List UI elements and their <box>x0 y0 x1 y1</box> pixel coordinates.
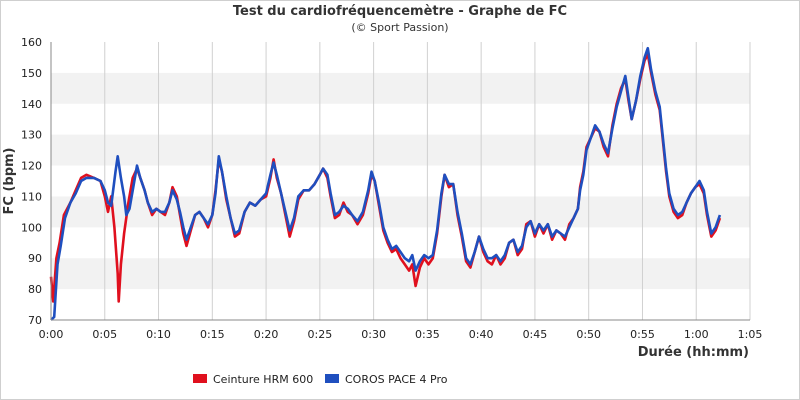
x-tick-label: 1:00 <box>684 328 709 341</box>
y-tick-label: 120 <box>21 160 42 173</box>
x-tick-label: 0:55 <box>630 328 655 341</box>
grid-band <box>51 134 750 166</box>
chart-subtitle: (© Sport Passion) <box>351 21 448 34</box>
background-bands <box>51 72 750 290</box>
y-tick-label: 140 <box>21 98 42 111</box>
y-axis-title: FC (bpm) <box>2 148 17 215</box>
legend-swatch-coros <box>325 374 339 383</box>
x-tick-label: 0:50 <box>576 328 601 341</box>
x-tick-label: 0:45 <box>523 328 548 341</box>
y-tick-label: 110 <box>21 190 42 203</box>
y-tick-label: 70 <box>28 314 42 327</box>
series-line-coros-pace-4-pro <box>50 46 722 321</box>
x-tick-label: 0:10 <box>146 328 171 341</box>
y-tick-label: 80 <box>28 283 42 296</box>
x-tick-label: 0:15 <box>200 328 225 341</box>
grid-band <box>51 258 750 290</box>
x-tick-label: 0:20 <box>254 328 279 341</box>
x-axis-title: Durée (hh:mm) <box>638 345 749 360</box>
legend-label-ceinture: Ceinture HRM 600 <box>213 373 313 386</box>
x-tick-label: 0:30 <box>361 328 386 341</box>
chart-title: Test du cardiofréquencemètre - Graphe de… <box>233 4 567 19</box>
x-tick-label: 0:00 <box>39 328 64 341</box>
series-layer <box>49 46 722 321</box>
grid-band <box>51 72 750 104</box>
x-tick-label: 1:05 <box>738 328 763 341</box>
y-tick-label: 150 <box>21 67 42 80</box>
y-tick-labels: 70 80 90 100 110 120 130 140 150 160 <box>21 36 42 327</box>
legend: Ceinture HRM 600 COROS PACE 4 Pro <box>193 373 448 386</box>
x-tick-labels: 0:00 0:05 0:10 0:15 0:20 0:25 0:30 0:35 0:40 0:45… <box>39 328 763 341</box>
legend-swatch-ceinture <box>193 374 207 383</box>
y-tick-label: 90 <box>28 252 42 265</box>
legend-label-coros: COROS PACE 4 Pro <box>345 373 448 386</box>
x-tick-label: 0:25 <box>307 328 332 341</box>
x-tick-label: 0:35 <box>415 328 440 341</box>
x-tick-label: 0:05 <box>92 328 117 341</box>
x-tick-label: 0:40 <box>469 328 494 341</box>
grid-band <box>51 196 750 228</box>
y-tick-label: 130 <box>21 129 42 142</box>
y-tick-label: 160 <box>21 36 42 49</box>
y-tick-label: 100 <box>21 221 42 234</box>
